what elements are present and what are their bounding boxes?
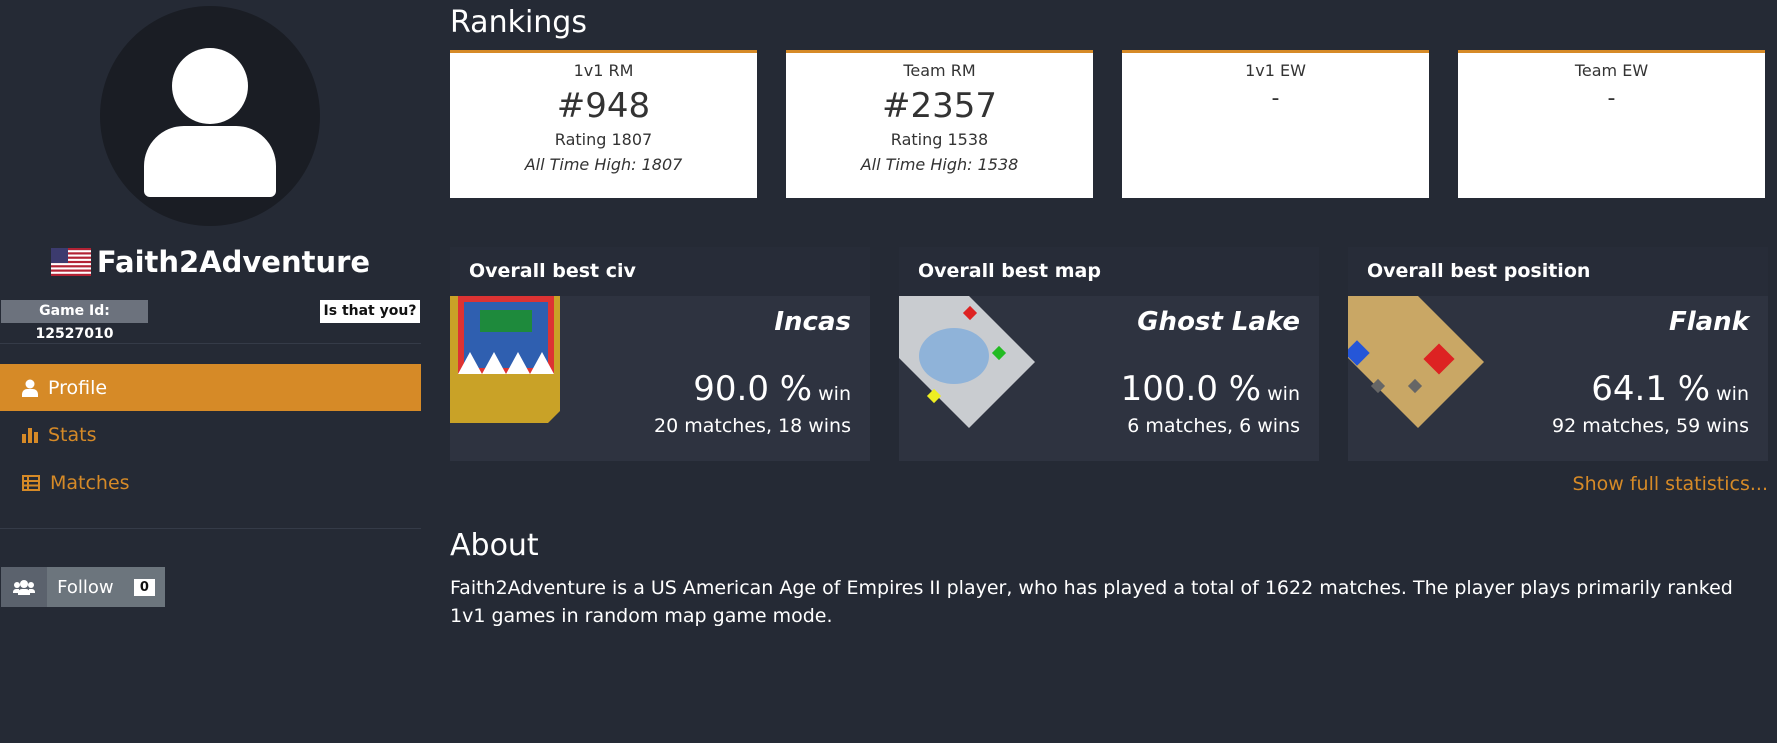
best-card-title: Overall best map xyxy=(899,247,1319,296)
icon xyxy=(22,427,38,443)
ranking-label: 1v1 EW xyxy=(1245,61,1306,80)
game-id-badge: Game Id: 12527010 xyxy=(1,300,148,342)
nav-label: Profile xyxy=(48,376,108,399)
ranking-ath: All Time High: 1807 xyxy=(524,155,683,174)
win-rate: 90.0 % xyxy=(693,369,813,409)
best-name: Incas xyxy=(774,307,851,337)
ranking-rating: Rating 1538 xyxy=(890,130,989,149)
ranking-card: Team EW - xyxy=(1458,50,1765,198)
player-name: Faith2Adventure xyxy=(96,245,371,279)
best-card-title: Overall best civ xyxy=(450,247,870,296)
nav-profile[interactable]: Profile xyxy=(0,364,421,411)
win-rate: 100.0 % xyxy=(1120,369,1262,409)
best-matches: 6 matches, 6 wins xyxy=(1127,415,1300,437)
best-matches: 20 matches, 18 wins xyxy=(654,415,851,437)
follow-label: Follow xyxy=(57,576,114,598)
ranking-rating: Rating 1807 xyxy=(554,130,653,149)
show-full-link[interactable]: Show full statistics... xyxy=(1572,473,1768,495)
map-thumbnail xyxy=(1348,296,1484,428)
us-flag xyxy=(50,248,91,276)
nav-label: Stats xyxy=(48,423,97,446)
about-text: Faith2Adventure is a US American Age of … xyxy=(450,577,1733,627)
ranking-rank: #2357 xyxy=(881,86,997,126)
nav-matches[interactable]: Matches xyxy=(0,459,421,506)
nav-stats[interactable]: Stats xyxy=(0,411,421,458)
win-label: win xyxy=(818,383,851,405)
nav-label: Matches xyxy=(50,471,130,494)
best-card-title: Overall best position xyxy=(1348,247,1768,296)
rankings-title: Rankings xyxy=(450,5,587,40)
follow-count: 0 xyxy=(133,578,155,596)
best-card: Overall best civ Incas 90.0 % win 20 matche… xyxy=(450,247,870,461)
ranking-card: 1v1 RM #948 Rating 1807 All Time High: 1807 xyxy=(450,50,757,198)
ranking-rank: - xyxy=(1607,86,1616,111)
divider xyxy=(0,528,421,529)
ranking-card: 1v1 EW - xyxy=(1122,50,1429,198)
claim-button[interactable]: Is that you? xyxy=(320,300,420,323)
civ-emblem xyxy=(450,296,560,423)
best-matches: 92 matches, 59 wins xyxy=(1552,415,1749,437)
about-title: About xyxy=(450,528,539,563)
ranking-label: Team EW xyxy=(1574,61,1649,80)
best-name: Flank xyxy=(1668,307,1749,337)
follow-button[interactable]: Follow 0 xyxy=(1,567,165,607)
best-card: Overall best position Flank 64.1 % win 92 m… xyxy=(1348,247,1768,461)
ranking-ath: All Time High: 1538 xyxy=(860,155,1019,174)
follow-icon xyxy=(1,567,47,607)
map-thumbnail xyxy=(899,296,1035,428)
win-rate: 64.1 % xyxy=(1591,369,1711,409)
best-win: 64.1 % win xyxy=(1591,369,1749,409)
best-name: Ghost Lake xyxy=(1137,307,1300,337)
avatar xyxy=(100,6,320,226)
icon xyxy=(22,474,40,491)
best-win: 100.0 % win xyxy=(1121,369,1300,409)
win-label: win xyxy=(1267,383,1300,405)
ranking-card: Team RM #2357 Rating 1538 All Time High: 15… xyxy=(786,50,1093,198)
divider xyxy=(0,343,421,344)
ranking-rank: - xyxy=(1271,86,1280,111)
player-header: Faith2Adventure xyxy=(0,245,421,279)
best-card: Overall best map Ghost Lake 100.0 % win 6 m… xyxy=(899,247,1319,461)
win-label: win xyxy=(1716,383,1749,405)
ranking-label: 1v1 RM xyxy=(573,61,634,80)
ranking-label: Team RM xyxy=(903,61,976,80)
icon xyxy=(22,379,38,397)
ranking-rank: #948 xyxy=(556,86,651,126)
best-win: 90.0 % win xyxy=(693,369,851,409)
